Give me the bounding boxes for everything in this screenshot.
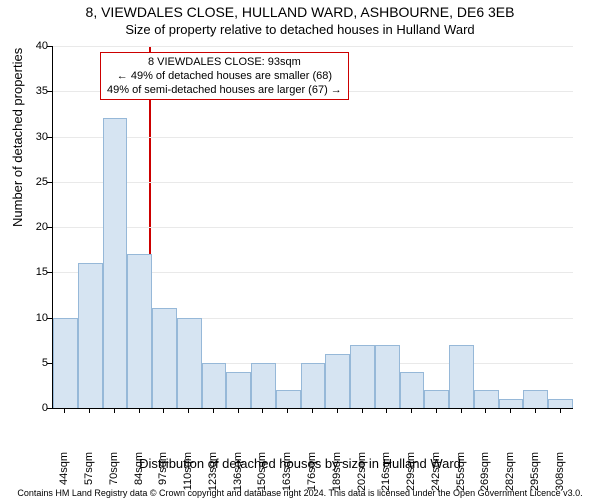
histogram-bar xyxy=(474,390,499,408)
annotation-box: 8 VIEWDALES CLOSE: 93sqm ← 49% of detach… xyxy=(100,52,349,100)
histogram-bar xyxy=(424,390,449,408)
histogram-bar xyxy=(523,390,548,408)
histogram-bar xyxy=(499,399,524,408)
x-tick-mark xyxy=(510,408,511,413)
x-tick-label: 150sqm xyxy=(256,452,268,500)
x-tick-mark xyxy=(560,408,561,413)
histogram-bar xyxy=(103,118,128,408)
gridline xyxy=(53,46,573,47)
histogram-bar xyxy=(202,363,227,408)
x-tick-label: 123sqm xyxy=(207,452,219,500)
x-tick-label: 57sqm xyxy=(83,452,95,500)
histogram-bar xyxy=(301,363,326,408)
chart-title-main: 8, VIEWDALES CLOSE, HULLAND WARD, ASHBOU… xyxy=(0,4,600,20)
histogram-bar xyxy=(177,318,202,409)
histogram-bar xyxy=(251,363,276,408)
x-tick-label: 136sqm xyxy=(232,452,244,500)
x-tick-mark xyxy=(436,408,437,413)
y-tick-label: 25 xyxy=(8,176,48,188)
y-tick-label: 10 xyxy=(8,312,48,324)
x-tick-label: 216sqm xyxy=(380,452,392,500)
x-tick-mark xyxy=(287,408,288,413)
x-tick-label: 97sqm xyxy=(157,452,169,500)
x-tick-label: 255sqm xyxy=(455,452,467,500)
x-tick-label: 70sqm xyxy=(108,452,120,500)
y-tick-label: 0 xyxy=(8,402,48,414)
histogram-bar xyxy=(449,345,474,408)
y-tick-label: 30 xyxy=(8,131,48,143)
x-tick-label: 242sqm xyxy=(430,452,442,500)
chart-title-sub: Size of property relative to detached ho… xyxy=(0,22,600,37)
y-tick-label: 35 xyxy=(8,85,48,97)
histogram-bar xyxy=(53,318,78,409)
histogram-bar xyxy=(325,354,350,408)
histogram-bar xyxy=(127,254,152,408)
x-tick-mark xyxy=(386,408,387,413)
y-tick-label: 40 xyxy=(8,40,48,52)
x-tick-mark xyxy=(114,408,115,413)
x-tick-mark xyxy=(188,408,189,413)
plot-area xyxy=(52,46,573,409)
y-tick-label: 20 xyxy=(8,221,48,233)
x-tick-label: 295sqm xyxy=(529,452,541,500)
x-tick-mark xyxy=(213,408,214,413)
gridline xyxy=(53,227,573,228)
x-tick-label: 202sqm xyxy=(356,452,368,500)
x-tick-label: 110sqm xyxy=(182,452,194,500)
x-tick-mark xyxy=(64,408,65,413)
x-tick-label: 229sqm xyxy=(405,452,417,500)
x-tick-label: 308sqm xyxy=(554,452,566,500)
histogram-bar xyxy=(350,345,375,408)
histogram-bar xyxy=(548,399,573,408)
x-tick-mark xyxy=(238,408,239,413)
histogram-bar xyxy=(276,390,301,408)
histogram-bar xyxy=(375,345,400,408)
x-tick-mark xyxy=(312,408,313,413)
x-tick-mark xyxy=(262,408,263,413)
x-tick-mark xyxy=(485,408,486,413)
x-tick-label: 163sqm xyxy=(281,452,293,500)
histogram-bar xyxy=(226,372,251,408)
histogram-bar xyxy=(400,372,425,408)
x-tick-label: 269sqm xyxy=(479,452,491,500)
x-tick-mark xyxy=(411,408,412,413)
x-tick-mark xyxy=(362,408,363,413)
histogram-bar xyxy=(78,263,103,408)
x-tick-mark xyxy=(139,408,140,413)
y-tick-label: 15 xyxy=(8,266,48,278)
x-tick-mark xyxy=(89,408,90,413)
x-tick-label: 84sqm xyxy=(133,452,145,500)
gridline xyxy=(53,182,573,183)
x-tick-mark xyxy=(337,408,338,413)
x-tick-label: 44sqm xyxy=(58,452,70,500)
gridline xyxy=(53,137,573,138)
x-tick-mark xyxy=(163,408,164,413)
x-tick-mark xyxy=(461,408,462,413)
x-tick-label: 189sqm xyxy=(331,452,343,500)
y-tick-label: 5 xyxy=(8,357,48,369)
x-tick-mark xyxy=(535,408,536,413)
x-tick-label: 176sqm xyxy=(306,452,318,500)
x-tick-label: 282sqm xyxy=(504,452,516,500)
histogram-bar xyxy=(152,308,177,408)
